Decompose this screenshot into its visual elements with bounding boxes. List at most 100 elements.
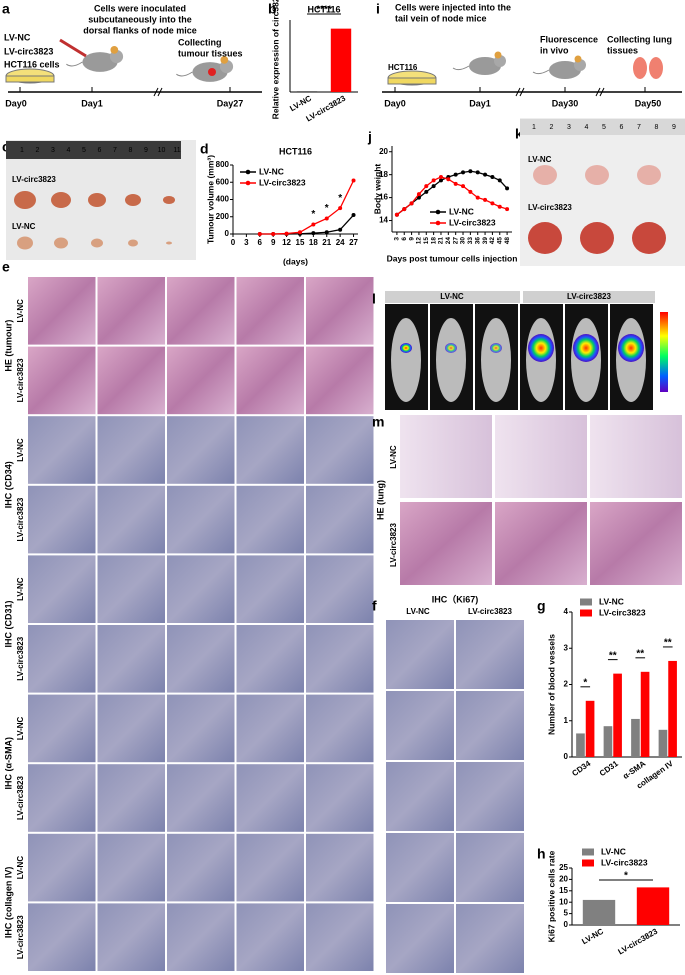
panel-label: d: [200, 141, 209, 157]
micrograph: [97, 555, 165, 623]
data-point: [424, 189, 429, 194]
significance: *: [624, 871, 628, 882]
ruler-number: 7: [637, 124, 641, 131]
group-label: LV-circ3823: [16, 636, 25, 680]
label: LV-NC: [406, 607, 430, 616]
tumour-photo: [128, 239, 138, 247]
label: tissues: [607, 45, 638, 55]
x-tick-label: 24: [445, 237, 452, 245]
micrograph: [400, 502, 492, 585]
data-point: [402, 207, 407, 212]
group-label: LV-NC: [16, 716, 25, 740]
ruler-number: 3: [567, 124, 571, 131]
y-tick-label: 18: [379, 170, 388, 179]
stain-label: IHC (CD34): [3, 461, 13, 508]
x-tick-label: 27: [452, 237, 459, 245]
data-point: [416, 195, 421, 200]
y-tick-label: 10: [559, 897, 568, 906]
significance: *: [338, 193, 342, 204]
micrograph: [28, 625, 96, 693]
panel-label: e: [2, 259, 10, 275]
stain-label: IHC (CD31): [3, 600, 13, 647]
micrograph: [236, 416, 304, 484]
label: LV-circ3823: [4, 46, 53, 56]
data-point: [438, 174, 443, 179]
series-line: [396, 170, 508, 216]
micrograph: [400, 415, 492, 498]
bar: [613, 673, 622, 757]
break: [595, 87, 601, 97]
group-label: LV-circ3823: [16, 358, 25, 402]
micrograph: [236, 903, 304, 971]
tumour-photo: [14, 191, 36, 209]
legend-label: LV-circ3823: [601, 857, 648, 867]
bar: [576, 733, 585, 757]
y-tick-label: 0: [225, 229, 230, 238]
break: [599, 87, 605, 97]
data-point: [311, 222, 316, 227]
micrograph: [167, 277, 235, 345]
legend-swatch: [580, 598, 592, 606]
data-point: [497, 204, 502, 209]
label: Day0: [384, 98, 406, 108]
significance: *: [325, 203, 329, 214]
color-bar: [660, 312, 668, 392]
label: LV-NC: [389, 445, 398, 469]
ruler-number: 2: [36, 147, 40, 154]
label: Day0: [5, 98, 27, 108]
label: Day50: [635, 98, 662, 108]
y-tick-label: 14: [379, 216, 388, 225]
bar: [658, 729, 668, 757]
x-tick-label: LV-circ3823: [617, 926, 660, 956]
data-point: [271, 232, 276, 236]
y-tick-label: 4: [564, 607, 569, 616]
legend-label: LV-NC: [259, 166, 284, 176]
data-point: [483, 197, 488, 202]
y-axis-label: Tumour volume (mm³): [205, 155, 215, 244]
micrograph: [167, 555, 235, 623]
micrograph: [590, 502, 682, 585]
y-tick-label: 0: [564, 920, 569, 929]
mouse-silhouette: [436, 318, 466, 402]
bar: [640, 671, 650, 757]
bar: [582, 899, 616, 925]
lung-photo: [533, 165, 557, 185]
micrograph: [306, 833, 374, 902]
tumour-photo: [88, 193, 106, 207]
micrograph: [97, 485, 165, 554]
ruler-number: 10: [158, 147, 166, 154]
data-point: [324, 230, 329, 235]
label: LV-NC: [440, 292, 464, 301]
mouse-silhouette: [481, 318, 511, 402]
stain-label: IHC (α-SMA): [3, 737, 13, 790]
dish-side: [387, 77, 437, 85]
x-tick-label: 39: [482, 237, 489, 245]
label: LV-circ3823: [567, 292, 611, 301]
y-axis-label: Relative expression of circ3823: [270, 0, 280, 119]
label: Day1: [81, 98, 103, 108]
tumour-photo: [54, 237, 68, 249]
micrograph: [306, 485, 374, 554]
data-point: [505, 186, 510, 191]
panel-label: m: [372, 414, 384, 430]
data-point: [311, 231, 316, 236]
x-tick-label: 15: [296, 238, 305, 247]
y-tick-label: 400: [216, 195, 230, 204]
legend-swatch: [580, 609, 592, 617]
panel-label: k: [515, 126, 523, 142]
x-tick-label: 3: [394, 237, 401, 241]
mouse-tail: [452, 65, 470, 71]
group-label: LV-NC: [16, 577, 25, 601]
micrograph: [306, 625, 374, 693]
label: tail vein of node mice: [395, 13, 487, 23]
data-point: [483, 172, 488, 177]
data-point: [431, 184, 436, 189]
micrograph: [28, 903, 96, 971]
x-tick-label: 12: [416, 237, 423, 245]
legend-label: LV-circ3823: [599, 607, 646, 617]
data-point: [351, 213, 356, 218]
micrograph: [97, 903, 165, 971]
y-tick-label: 3: [564, 643, 569, 652]
data-point: [490, 201, 495, 206]
